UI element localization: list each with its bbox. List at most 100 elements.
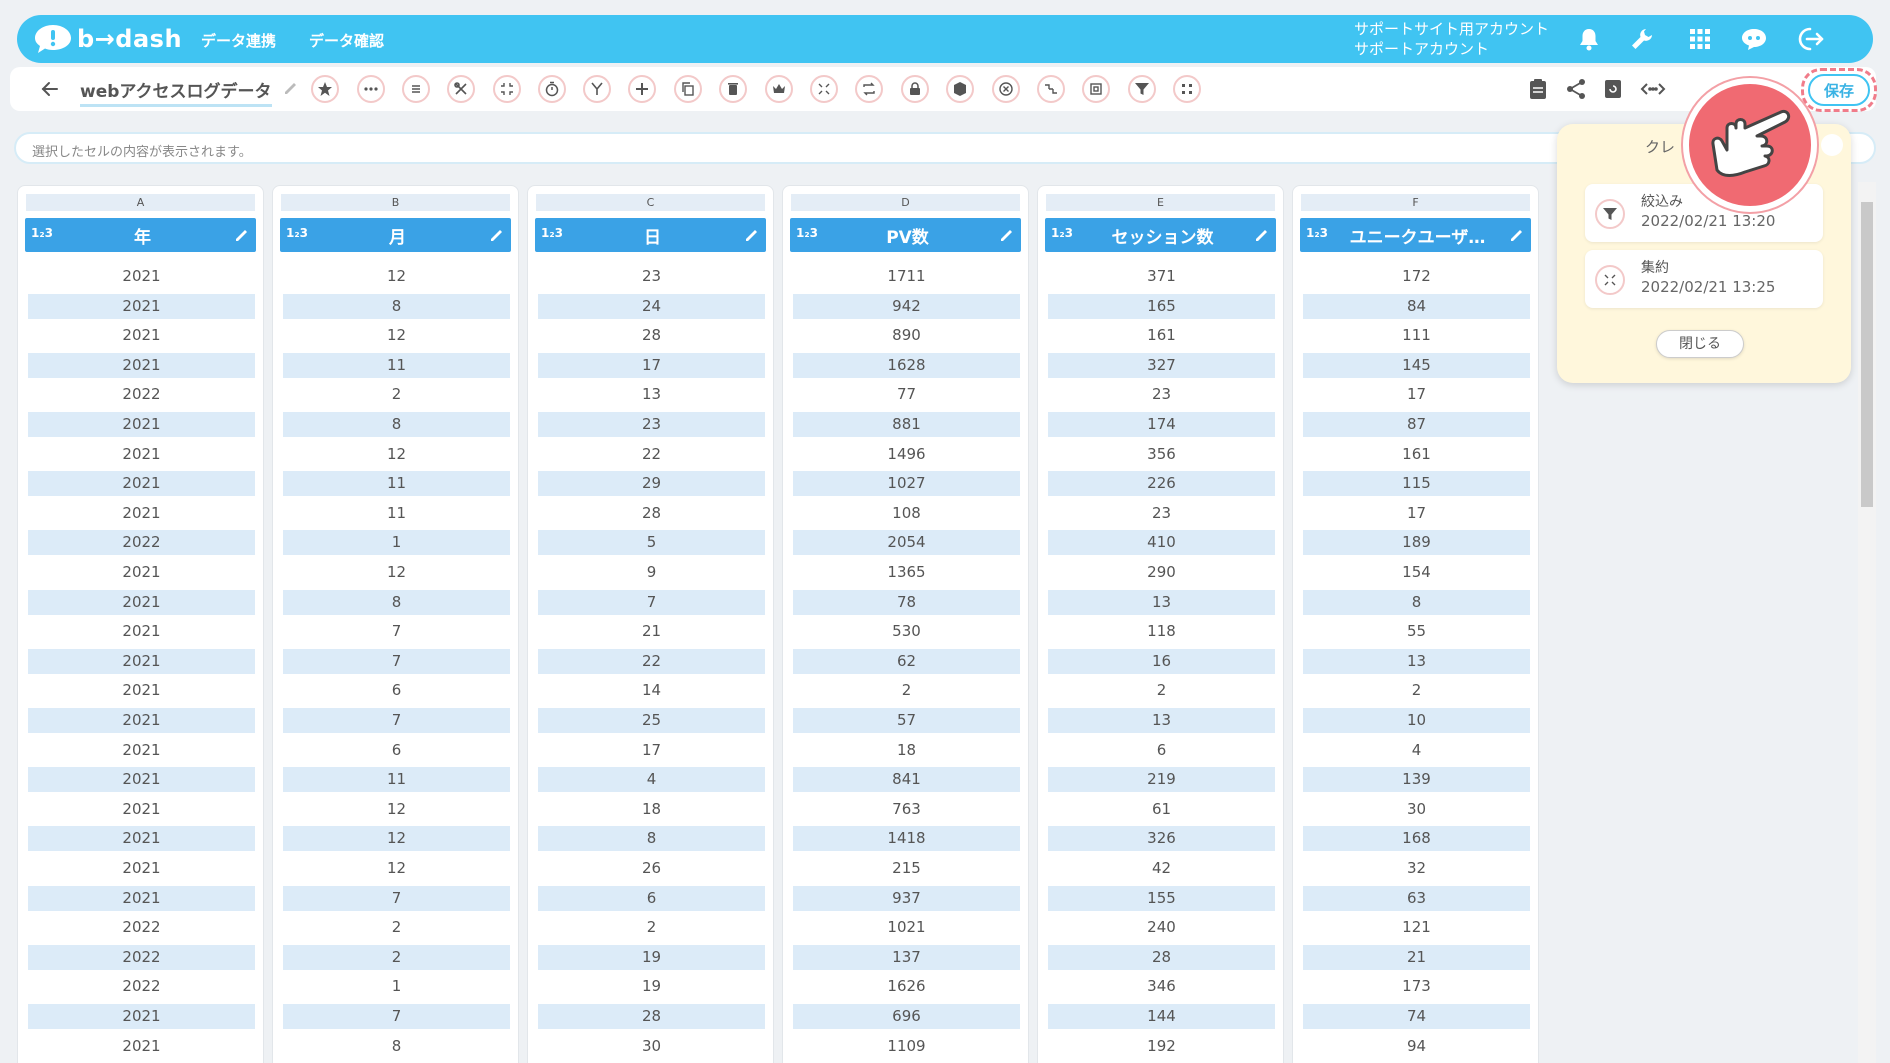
table-cell[interactable]: 161 <box>1402 444 1431 463</box>
column-header[interactable]: 1₂3 日 <box>535 218 766 252</box>
data-title[interactable]: webアクセスログデータ <box>80 77 272 107</box>
pencil-icon[interactable] <box>999 227 1015 243</box>
table-cell[interactable]: 2021 <box>28 352 255 378</box>
chat-bot-icon[interactable] <box>1739 24 1769 54</box>
table-cell[interactable]: 13 <box>1048 708 1275 733</box>
table-cell[interactable]: 8 <box>283 589 510 615</box>
column-header[interactable]: 1₂3 セッション数 <box>1045 218 1276 252</box>
table-cell[interactable]: 144 <box>1048 1004 1275 1029</box>
table-cell[interactable]: 2021 <box>28 885 255 911</box>
table-cell[interactable]: 19 <box>538 944 765 970</box>
table-cell[interactable]: 1109 <box>887 1036 926 1055</box>
table-cell[interactable]: 2021 <box>122 326 161 345</box>
table-cell[interactable]: 154 <box>1402 563 1431 581</box>
table-cell[interactable]: 1626 <box>887 977 926 996</box>
table-cell[interactable]: 145 <box>1303 352 1530 378</box>
table-cell[interactable]: 189 <box>1303 530 1530 556</box>
table-cell[interactable]: 21 <box>1303 944 1530 970</box>
table-cell[interactable]: 155 <box>1048 885 1275 911</box>
table-cell[interactable]: 165 <box>1048 293 1275 319</box>
table-cell[interactable]: 94 <box>1406 1036 1427 1055</box>
column-letter[interactable]: C <box>536 194 765 211</box>
frame-icon[interactable] <box>1082 75 1110 103</box>
column-letter[interactable]: A <box>26 194 255 211</box>
table-cell[interactable]: 2021 <box>28 293 255 319</box>
table-cell[interactable]: 1496 <box>887 444 926 463</box>
clipboard-icon[interactable] <box>1525 76 1551 102</box>
table-cell[interactable]: 2054 <box>793 530 1020 556</box>
apps-grid-icon[interactable] <box>1685 24 1715 54</box>
table-cell[interactable]: 2021 <box>122 681 161 700</box>
table-cell[interactable]: 87 <box>1303 412 1530 437</box>
table-cell[interactable]: 2022 <box>28 944 255 970</box>
table-cell[interactable]: 61 <box>1151 799 1172 818</box>
table-cell[interactable]: 8 <box>538 826 765 852</box>
table-cell[interactable]: 32 <box>1406 859 1427 877</box>
pencil-icon[interactable] <box>744 227 760 243</box>
table-cell[interactable]: 25 <box>538 708 765 733</box>
table-cell[interactable]: 2021 <box>122 563 161 581</box>
table-cell[interactable]: 696 <box>793 1004 1020 1029</box>
table-cell[interactable]: 763 <box>892 799 921 818</box>
table-cell[interactable]: 7 <box>283 1004 510 1029</box>
table-cell[interactable]: 11 <box>283 471 510 497</box>
table-cell[interactable]: 161 <box>1147 326 1176 345</box>
table-cell[interactable]: 7 <box>391 622 402 641</box>
nav-data-link[interactable]: データ連携 <box>201 32 277 50</box>
table-cell[interactable]: 24 <box>538 293 765 319</box>
table-cell[interactable]: 346 <box>1147 977 1176 996</box>
table-cell[interactable]: 2021 <box>28 708 255 733</box>
tools-icon[interactable] <box>447 75 475 103</box>
table-cell[interactable]: 84 <box>1303 293 1530 319</box>
table-cell[interactable]: 174 <box>1048 412 1275 437</box>
column-header[interactable]: 1₂3 年 <box>25 218 256 252</box>
table-cell[interactable]: 2021 <box>28 826 255 852</box>
merge-icon[interactable] <box>583 75 611 103</box>
bell-icon[interactable] <box>1574 24 1604 54</box>
table-cell[interactable]: 2021 <box>122 622 161 641</box>
crown-icon[interactable] <box>765 75 793 103</box>
table-cell[interactable]: 937 <box>793 885 1020 911</box>
table-cell[interactable]: 9 <box>646 563 657 581</box>
favorite-star-icon[interactable] <box>311 75 339 103</box>
column-header[interactable]: 1₂3 月 <box>280 218 511 252</box>
table-cell[interactable]: 326 <box>1048 826 1275 852</box>
table-cell[interactable]: 215 <box>892 859 921 877</box>
table-cell[interactable]: 26 <box>641 859 662 877</box>
grid-icon[interactable] <box>1173 75 1201 103</box>
table-cell[interactable]: 192 <box>1147 1036 1176 1055</box>
table-cell[interactable]: 139 <box>1303 767 1530 793</box>
close-circle-icon[interactable] <box>992 75 1020 103</box>
pencil-icon[interactable] <box>489 227 505 243</box>
pencil-icon[interactable] <box>1509 227 1525 243</box>
filter-icon[interactable] <box>1128 75 1156 103</box>
table-cell[interactable]: 12 <box>386 326 407 345</box>
column-letter[interactable]: D <box>791 194 1020 211</box>
table-cell[interactable]: 62 <box>793 648 1020 674</box>
aggregate-icon[interactable] <box>810 75 838 103</box>
table-cell[interactable]: 10 <box>1303 708 1530 733</box>
table-cell[interactable]: 28 <box>1048 944 1275 970</box>
table-cell[interactable]: 8 <box>283 412 510 437</box>
box-icon[interactable] <box>946 75 974 103</box>
table-cell[interactable]: 172 <box>1402 267 1431 285</box>
table-cell[interactable]: 2 <box>1411 681 1422 700</box>
table-cell[interactable]: 290 <box>1147 563 1176 581</box>
table-cell[interactable]: 890 <box>892 326 921 345</box>
table-cell[interactable]: 12 <box>386 859 407 877</box>
table-cell[interactable]: 530 <box>892 622 921 641</box>
refresh-icon[interactable] <box>1600 76 1626 102</box>
table-cell[interactable]: 2022 <box>122 918 161 937</box>
table-cell[interactable]: 2021 <box>28 1004 255 1029</box>
table-cell[interactable]: 168 <box>1303 826 1530 852</box>
table-cell[interactable]: 1 <box>391 977 402 996</box>
table-cell[interactable]: 219 <box>1048 767 1275 793</box>
table-cell[interactable]: 1418 <box>793 826 1020 852</box>
table-cell[interactable]: 23 <box>641 267 662 285</box>
table-cell[interactable]: 12 <box>386 267 407 285</box>
table-cell[interactable]: 28 <box>538 1004 765 1029</box>
nav-data-check[interactable]: データ確認 <box>309 32 385 50</box>
table-cell[interactable]: 240 <box>1147 918 1176 937</box>
table-cell[interactable]: 356 <box>1147 444 1176 463</box>
table-cell[interactable]: 13 <box>641 385 662 404</box>
